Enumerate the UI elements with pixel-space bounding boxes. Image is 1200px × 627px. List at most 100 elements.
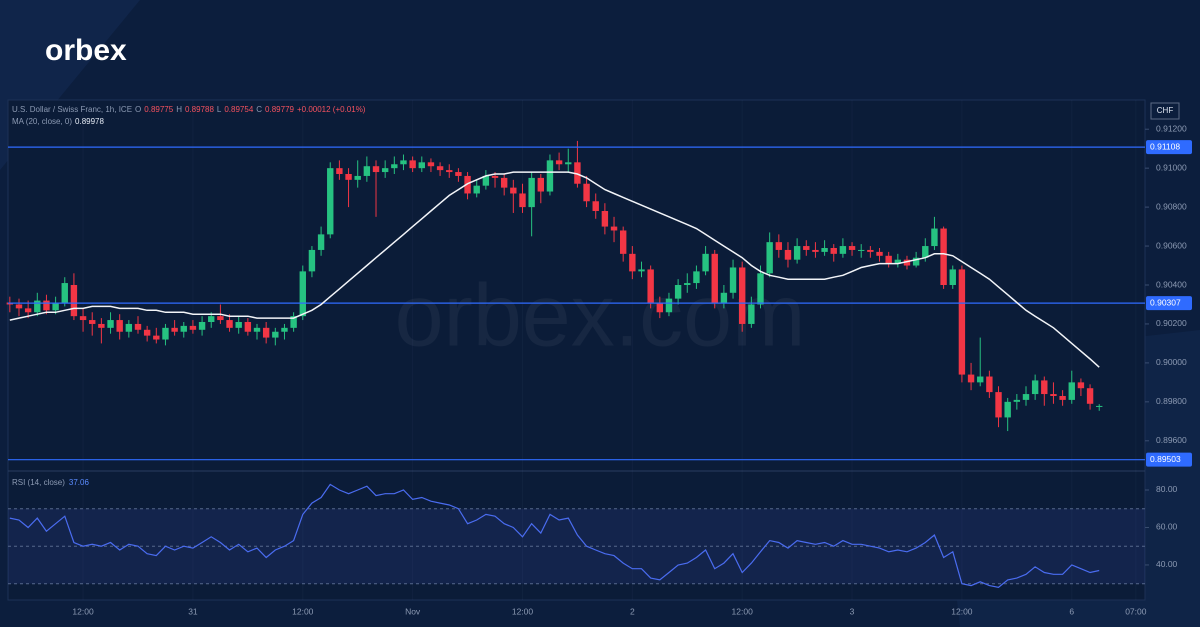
candle-body [949, 269, 956, 285]
candle-body [977, 376, 984, 383]
candle-body [125, 323, 133, 332]
candle-body [171, 327, 178, 332]
candle-body [1096, 405, 1103, 407]
legend-text: 0.89788 [184, 105, 214, 114]
x-tick-label: 12:00 [292, 606, 314, 616]
y-tick-label: 0.90200 [1156, 318, 1187, 328]
candle-body [70, 285, 78, 317]
candle-body [107, 320, 114, 328]
candle-body [482, 175, 490, 186]
candle-body [876, 251, 883, 256]
candle-body [290, 316, 297, 328]
candle-body [784, 249, 792, 260]
ma-line [9, 171, 1100, 368]
candle-body [79, 316, 87, 321]
legend-text: L [216, 105, 222, 114]
candle-body [931, 228, 938, 247]
candle-body [1041, 380, 1048, 395]
candle-body [995, 392, 1002, 418]
rsi-y-tick-label: 60.00 [1156, 522, 1178, 532]
legend-text: C [256, 105, 263, 114]
legend-text: 0.89978 [75, 117, 104, 126]
x-tick-label: 6 [1069, 606, 1074, 616]
candle-body [574, 162, 581, 184]
candle-body [391, 164, 398, 169]
level-label: 0.91108 [1150, 141, 1180, 151]
candle-body [189, 325, 197, 330]
candle-body [446, 170, 453, 173]
candle-body [903, 259, 911, 266]
legend-row: U.S. Dollar / Swiss Franc, 1h, ICE O 0.897… [12, 104, 368, 116]
candle-body [262, 327, 270, 338]
candle-body [24, 308, 32, 313]
candle-body [601, 211, 609, 227]
candle-body [693, 271, 700, 284]
candle-body [674, 285, 682, 299]
candle-body [43, 300, 50, 311]
candle-body [372, 166, 380, 173]
level-label: 0.90307 [1150, 297, 1181, 307]
candle-body [592, 201, 599, 211]
candle-body [519, 193, 526, 208]
candle-body [848, 246, 856, 250]
candle-body [894, 259, 902, 264]
candle-body [281, 327, 288, 332]
candle-body [702, 253, 709, 272]
candle-body [308, 249, 316, 272]
rsi-y-tick-label: 80.00 [1156, 484, 1178, 494]
x-tick-label: 07:00 [1125, 606, 1147, 616]
candle-body [665, 298, 673, 313]
x-tick-label: 12:00 [72, 606, 94, 616]
rsi-name: RSI (14, close) [12, 478, 65, 487]
candle-body [986, 376, 993, 393]
candle-body [253, 327, 261, 332]
candle-body [15, 304, 23, 309]
legend-text: 0.89754 [224, 105, 254, 114]
legend-text: H [176, 105, 182, 114]
candle-body [61, 283, 68, 303]
currency-label: CHF [1157, 106, 1174, 115]
legend-row: MA (20, close, 0) 0.89978 [12, 116, 368, 128]
x-tick-label: Nov [405, 606, 421, 616]
candle-body [427, 162, 435, 167]
candle-body [500, 177, 508, 188]
candle-body [409, 160, 416, 169]
candle-body [858, 249, 865, 251]
candle-body [555, 160, 563, 165]
candle-body [134, 323, 142, 330]
level-tag [1146, 296, 1192, 311]
currency-box [1150, 102, 1180, 120]
candle-body [198, 322, 206, 330]
rsi-band [8, 508, 1145, 584]
candle-body [546, 160, 554, 192]
candle-body [922, 246, 929, 258]
level-label: 0.89503 [1150, 454, 1181, 464]
candle-body [711, 253, 718, 303]
candle-body [629, 253, 636, 272]
candle-body [656, 302, 664, 313]
x-tick-label: 2 [630, 606, 635, 616]
x-tick-label: 12:00 [512, 606, 534, 616]
y-tick-label: 0.90600 [1156, 240, 1187, 250]
candle-body [217, 316, 224, 321]
candle-body [226, 320, 233, 328]
level-tag [1146, 452, 1192, 467]
candle-body [510, 187, 517, 194]
legend-text: MA (20, close, 0) [12, 117, 73, 126]
y-tick-label: 0.89600 [1156, 435, 1187, 445]
candle-body [436, 166, 444, 171]
candle-body [619, 230, 627, 254]
candle-body [830, 248, 837, 254]
y-tick-label: 0.90800 [1156, 201, 1187, 211]
candle-body [729, 267, 737, 293]
candle-body [180, 325, 187, 332]
legend-text: +0.00012 (+0.01%) [296, 105, 366, 114]
candle-body [1059, 396, 1066, 400]
legend-text: U.S. Dollar / Swiss Franc, 1h, ICE [12, 105, 133, 114]
x-tick-label: 3 [850, 606, 855, 616]
candle-body [381, 168, 389, 173]
candle-body [565, 162, 572, 165]
candle-body [867, 249, 874, 252]
candle-body [793, 246, 801, 260]
candle-body [52, 302, 59, 311]
